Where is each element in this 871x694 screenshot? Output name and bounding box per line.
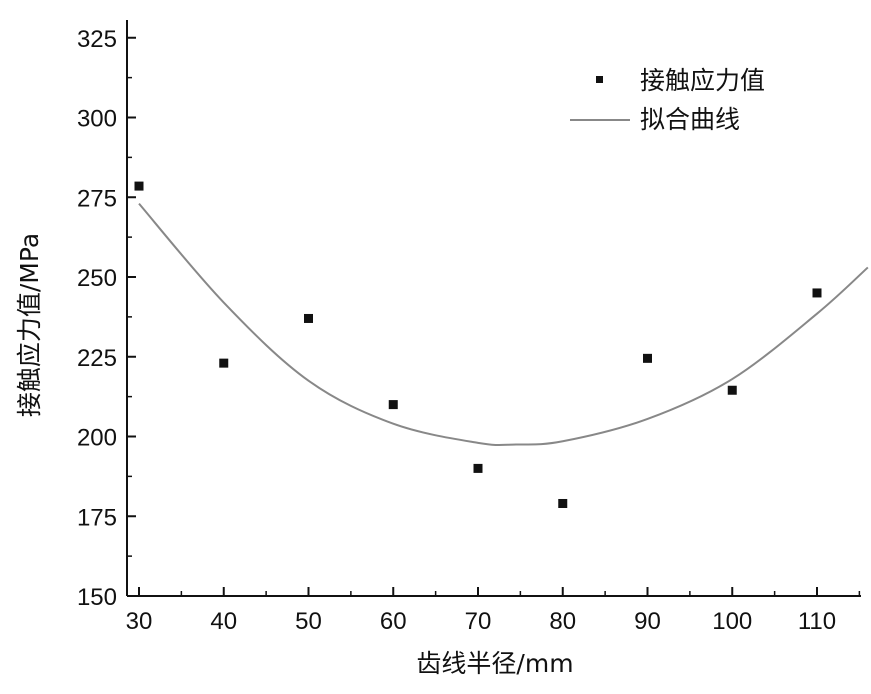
x-tick-label: 70 <box>465 608 492 635</box>
data-points-layer <box>134 181 822 508</box>
data-point <box>812 288 822 298</box>
x-tick-label: 30 <box>126 608 153 635</box>
data-point <box>388 400 398 410</box>
x-tick-label: 110 <box>798 608 836 635</box>
data-point <box>473 463 483 473</box>
y-tick-label: 275 <box>77 185 117 212</box>
axes <box>126 20 861 597</box>
y-tick-label: 200 <box>77 425 117 452</box>
x-tick-label: 80 <box>549 608 576 635</box>
y-tick-label: 225 <box>77 345 117 372</box>
data-point <box>219 358 229 368</box>
legend-label-points: 接触应力值 <box>640 66 765 95</box>
x-tick-label: 100 <box>712 608 752 635</box>
tick-labels: 150 175 200 225 250 275 300 325 30 40 50 60 70 80 90 10… <box>77 26 836 635</box>
x-tick-label: 40 <box>210 608 237 635</box>
data-point <box>727 385 737 395</box>
data-point <box>643 353 652 363</box>
x-axis-title: 齿线半径/mm <box>416 649 573 678</box>
data-point <box>558 498 568 508</box>
y-axis-title: 接触应力值/MPa <box>15 233 44 417</box>
x-tick-label: 90 <box>634 608 661 635</box>
x-tick-label: 50 <box>295 608 322 635</box>
data-point <box>134 181 144 191</box>
y-tick-label: 300 <box>77 106 117 133</box>
legend-marker-points <box>596 76 603 83</box>
legend: 接触应力值 拟合曲线 <box>570 66 765 134</box>
y-tick-label: 150 <box>77 584 117 611</box>
legend-label-line: 拟合曲线 <box>640 105 740 134</box>
fitted-curve <box>138 202 869 447</box>
y-tick-label: 250 <box>77 265 117 292</box>
y-tick-label: 325 <box>77 26 117 53</box>
fitted-curve-layer <box>138 202 869 447</box>
data-point <box>304 313 313 323</box>
y-tick-label: 175 <box>77 504 117 531</box>
x-tick-label: 60 <box>380 608 407 635</box>
